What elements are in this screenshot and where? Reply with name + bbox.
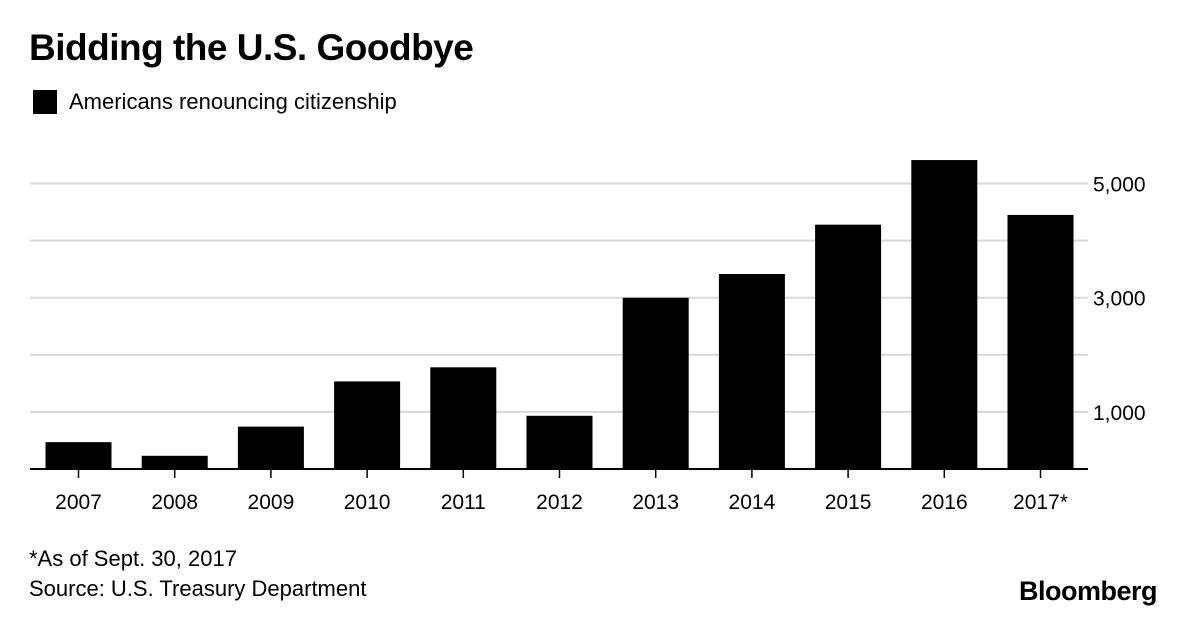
x-tick-label: 2007 — [55, 491, 102, 514]
bar — [430, 367, 497, 469]
x-tick-label: 2016 — [921, 491, 968, 514]
x-tick-label: 2008 — [151, 491, 198, 514]
x-tick-label: 2009 — [248, 491, 295, 514]
x-tick-label: 2015 — [825, 491, 872, 514]
x-tick-label: 2010 — [344, 491, 391, 514]
bar — [718, 274, 785, 469]
bar — [815, 224, 882, 469]
legend: Americans renouncing citizenship — [33, 88, 397, 116]
bar — [526, 415, 593, 469]
legend-label: Americans renouncing citizenship — [69, 89, 397, 114]
bar — [45, 442, 112, 469]
bar — [911, 160, 978, 469]
x-tick-label: 2013 — [632, 491, 679, 514]
y-tick-label: 1,000 — [1093, 402, 1146, 425]
bar — [1007, 214, 1074, 469]
y-tick-label: 3,000 — [1093, 288, 1146, 311]
bloomberg-logo: Bloomberg — [1018, 576, 1158, 606]
bar — [622, 297, 689, 469]
footnote: *As of Sept. 30, 2017 — [29, 546, 237, 571]
x-tick-label: 2012 — [536, 491, 583, 514]
bar — [141, 455, 208, 469]
bar — [237, 426, 304, 469]
x-tick-label: 2017* — [1013, 491, 1068, 514]
chart-title: Bidding the U.S. Goodbye — [29, 27, 474, 68]
legend-swatch — [33, 90, 57, 114]
x-tick-label: 2014 — [729, 491, 776, 514]
y-tick-label: 5,000 — [1093, 174, 1146, 197]
x-tick-label: 2011 — [441, 491, 486, 514]
source-note: Source: U.S. Treasury Department — [29, 576, 367, 601]
bar — [334, 381, 401, 469]
